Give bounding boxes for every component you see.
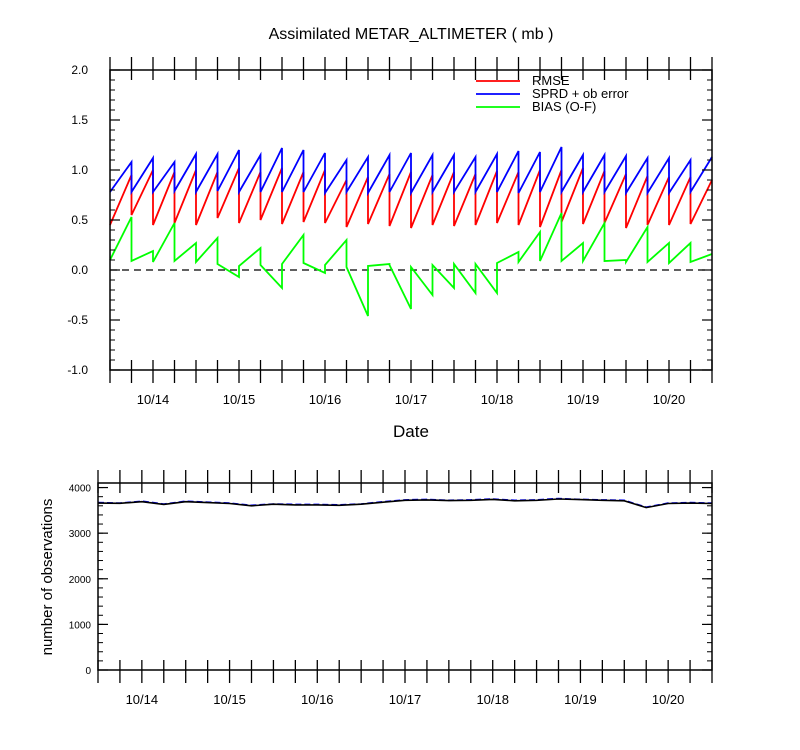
x-tick-label: 10/14 [137, 392, 170, 407]
y-axis-label-observations: number of observations [39, 499, 56, 656]
obs-x-tick-label: 10/17 [389, 692, 422, 707]
obs-y-tick-label: 0 [85, 666, 91, 677]
y-tick-label: 0.5 [71, 213, 88, 227]
x-tick-label: 10/16 [309, 392, 342, 407]
obs-y-tick-label: 1000 [69, 620, 92, 631]
y-tick-label: 0.0 [71, 263, 88, 277]
x-tick-label: 10/17 [395, 392, 428, 407]
y-tick-label: 2.0 [71, 63, 88, 77]
x-tick-label: 10/20 [653, 392, 686, 407]
obs-x-tick-label: 10/14 [126, 692, 159, 707]
x-tick-label: 10/19 [567, 392, 600, 407]
y-tick-label: 1.5 [71, 113, 88, 127]
y-tick-label: -1.0 [67, 363, 88, 377]
x-tick-label: 10/18 [481, 392, 514, 407]
top-series-group [109, 146, 713, 317]
top-panel: Assimilated METAR_ALTIMETER ( mb ) Date … [67, 26, 713, 441]
bottom-panel: number of observations 0 1000 2000 3000 4000… [39, 470, 713, 707]
y-tick-label: 1.0 [71, 163, 88, 177]
legend-label-3: BIAS (O-F) [532, 99, 596, 114]
legend-label-2: SPRD + ob error [532, 86, 629, 101]
bottom-axis-ticks: 0 1000 2000 3000 4000 10/14 10/15 10/16 10/17 10/… [69, 470, 713, 707]
series-line-2 [109, 146, 713, 197]
chart-title: Assimilated METAR_ALTIMETER ( mb ) [269, 26, 554, 43]
obs-y-tick-label: 3000 [69, 529, 92, 540]
obs-x-tick-label: 10/16 [301, 692, 334, 707]
y-tick-label: -0.5 [67, 313, 88, 327]
obs-count-line-2 [97, 498, 713, 509]
bottom-series-group [97, 497, 713, 509]
series-line-3 [109, 212, 713, 317]
obs-y-tick-label: 4000 [69, 484, 92, 495]
obs-x-tick-label: 10/20 [652, 692, 685, 707]
x-tick-label: 10/15 [223, 392, 256, 407]
bottom-plot-frame [97, 482, 713, 671]
obs-y-tick-label: 2000 [69, 575, 92, 586]
obs-x-tick-label: 10/18 [476, 692, 509, 707]
x-axis-label: Date [393, 422, 429, 441]
obs-x-tick-label: 10/19 [564, 692, 597, 707]
top-axis-ticks: -1.0 -0.5 0.0 0.5 1.0 1.5 2.0 10/14 10/15 10/16 10… [67, 57, 713, 407]
obs-x-tick-label: 10/15 [213, 692, 246, 707]
legend-label-1: RMSE [532, 73, 570, 88]
top-plot-frame [109, 69, 713, 371]
